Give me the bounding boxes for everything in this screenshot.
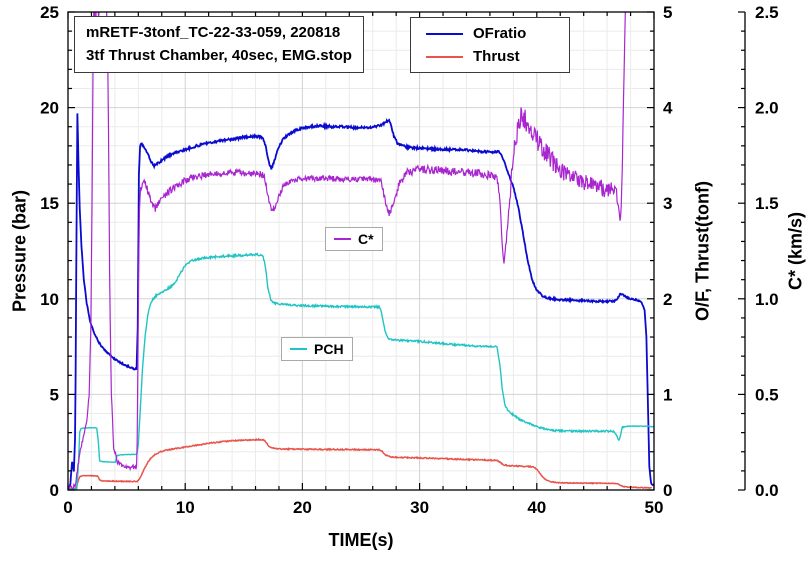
tick-label: 0.0	[755, 481, 779, 500]
tick-label: 1.5	[755, 194, 779, 213]
axis-frame	[67, 11, 746, 491]
series-PCH	[68, 252, 654, 490]
series-OFratio	[68, 113, 654, 489]
legend-item-ofratio: OFratio	[426, 25, 554, 42]
test-desc-line: 3tf Thrust Chamber, 40sec, EMG.stop	[86, 46, 352, 64]
tick-label: 0	[663, 481, 672, 500]
tick-label: 10	[176, 498, 195, 517]
tick-label: 10	[40, 290, 59, 309]
tick-label: 1	[663, 385, 672, 404]
tick-label: 0	[50, 481, 59, 500]
thrust-line-swatch	[426, 55, 463, 58]
legend-label-ofratio: OFratio	[473, 25, 527, 42]
x-axis-title: TIME(s)	[328, 530, 394, 550]
cstar-label-text: C*	[358, 231, 374, 247]
tick-label: 2.5	[755, 3, 779, 22]
test-info-box: mRETF-3tonf_TC-22-33-059, 220818 3tf Thr…	[74, 16, 364, 73]
pch-inline-label: PCH	[281, 337, 353, 361]
cstar-inline-label: C*	[325, 227, 383, 251]
ofratio-line-swatch	[426, 32, 463, 35]
right-axis-title: O/F, Thrust(tonf)	[692, 181, 713, 321]
tick-label: 0	[63, 498, 72, 517]
tick-label: 4	[663, 99, 673, 118]
tick-label: 15	[40, 194, 59, 213]
far-right-axis-title: C* (km/s)	[785, 211, 806, 291]
pch-label-text: PCH	[314, 341, 344, 357]
tick-label: 2	[663, 290, 672, 309]
tick-label: 5	[663, 3, 672, 22]
series-Cstar	[68, 12, 626, 490]
pch-line-swatch	[290, 348, 307, 350]
tick-label: 0.5	[755, 385, 779, 404]
tick-label: 20	[40, 99, 59, 118]
tick-label: 2.0	[755, 99, 779, 118]
tick-label: 50	[645, 498, 664, 517]
grid-minor	[68, 12, 654, 490]
tick-label: 1.0	[755, 290, 779, 309]
tick-marks	[67, 11, 745, 491]
tick-label: 5	[50, 385, 59, 404]
series-Thrust	[68, 437, 652, 490]
legend: OFratio Thrust	[410, 17, 570, 73]
tick-label: 25	[40, 3, 59, 22]
left-axis-title: Pressure (bar)	[9, 189, 30, 313]
legend-label-thrust: Thrust	[473, 48, 520, 65]
tick-label: 30	[410, 498, 429, 517]
tick-label: 20	[293, 498, 312, 517]
tick-labels: 0 10 20 30 40 5005101520250123450.00.51.01.52…	[40, 3, 779, 517]
test-id-line: mRETF-3tonf_TC-22-33-059, 220818	[86, 24, 341, 41]
tick-label: 40	[527, 498, 546, 517]
cstar-line-swatch	[334, 238, 351, 240]
legend-item-thrust: Thrust	[426, 48, 554, 65]
tick-label: 3	[663, 194, 672, 213]
grid-major	[68, 12, 654, 490]
